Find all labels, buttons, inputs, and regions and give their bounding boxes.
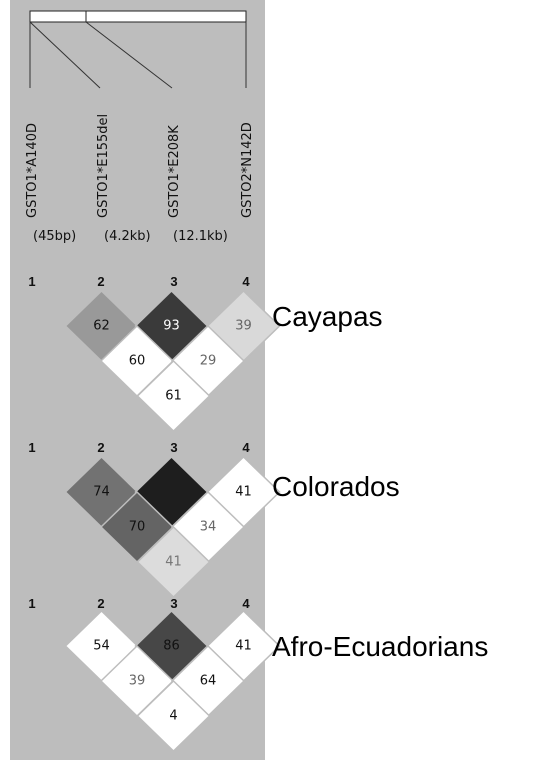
ld-value: 64 bbox=[200, 674, 217, 689]
marker-connectors bbox=[29, 21, 247, 89]
marker-label-1: GSTO1*A140D bbox=[25, 123, 40, 218]
ld-value: 34 bbox=[200, 520, 217, 535]
ld-value: 60 bbox=[129, 354, 146, 369]
marker-label-4: GSTO2*N142D bbox=[240, 122, 255, 218]
marker-number: 2 bbox=[97, 274, 104, 289]
ld-value: 29 bbox=[200, 354, 217, 369]
marker-number: 3 bbox=[170, 596, 177, 611]
marker-number: 1 bbox=[28, 440, 35, 455]
ld-value: 62 bbox=[93, 319, 110, 334]
ld-value: 61 bbox=[165, 389, 182, 404]
ld-value: 41 bbox=[235, 485, 252, 500]
population-label: Cayapas bbox=[272, 301, 383, 332]
distance-labels: (45bp) (4.2kb) (12.1kb) bbox=[33, 229, 228, 244]
ld-cell-1-4 bbox=[136, 679, 211, 753]
marker-number: 4 bbox=[242, 596, 250, 611]
ld-cell-1-4 bbox=[136, 525, 211, 599]
ld-value: 54 bbox=[93, 639, 110, 654]
ld-value: 93 bbox=[163, 319, 180, 334]
ld-value: 39 bbox=[129, 674, 146, 689]
distance-label-3-4: (12.1kb) bbox=[173, 229, 228, 244]
ld-value: 41 bbox=[235, 639, 252, 654]
population-label: Colorados bbox=[272, 471, 400, 502]
ld-value: 41 bbox=[165, 555, 182, 570]
ld-block-3: 1 2 3 4 54 86 41 39 64 4 Afro-Ecuadorians bbox=[28, 596, 488, 753]
marker-number: 1 bbox=[28, 596, 35, 611]
marker-number: 2 bbox=[97, 440, 104, 455]
marker-label-3: GSTO1*E208K bbox=[167, 125, 182, 218]
ld-value: 39 bbox=[235, 319, 252, 334]
ld-value: 4 bbox=[169, 709, 177, 724]
marker-label-2: GSTO1*E155del bbox=[96, 114, 111, 218]
marker-number: 3 bbox=[170, 440, 177, 455]
marker-number: 1 bbox=[28, 274, 35, 289]
marker-number: 2 bbox=[97, 596, 104, 611]
ld-value: 74 bbox=[93, 485, 110, 500]
ld-cell-1-4 bbox=[136, 359, 211, 433]
ld-value: 70 bbox=[129, 520, 146, 535]
ld-block-1: 1 2 3 4 62 93 39 60 29 61 Cayapas bbox=[28, 274, 383, 433]
marker-number: 4 bbox=[242, 274, 250, 289]
distance-label-1-2: (45bp) bbox=[33, 229, 76, 244]
population-label: Afro-Ecuadorians bbox=[272, 631, 488, 662]
chromosome-bar bbox=[29, 10, 247, 23]
marker-number: 3 bbox=[170, 274, 177, 289]
marker-number: 4 bbox=[242, 440, 250, 455]
distance-label-2-3: (4.2kb) bbox=[104, 229, 151, 244]
marker-labels: GSTO1*A140D GSTO1*E155del GSTO1*E208K GS… bbox=[25, 114, 255, 218]
ld-value: 86 bbox=[163, 639, 180, 654]
